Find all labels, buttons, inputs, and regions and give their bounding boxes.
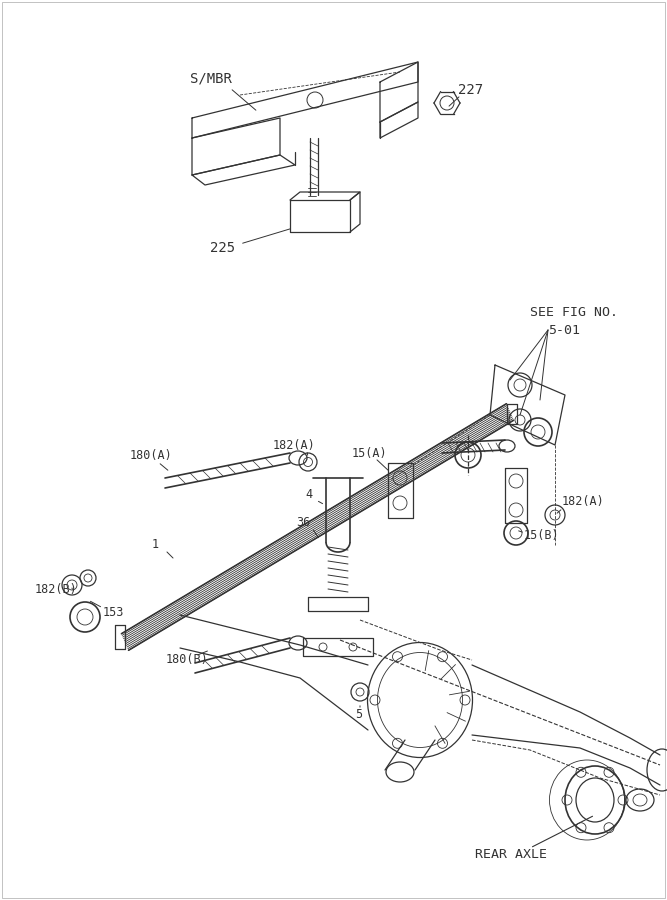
Text: 15(A): 15(A) (352, 446, 388, 460)
Text: 36: 36 (296, 516, 310, 528)
Text: 182(A): 182(A) (562, 496, 605, 508)
Text: 182(B): 182(B) (35, 583, 78, 597)
Text: REAR AXLE: REAR AXLE (475, 849, 547, 861)
Text: 225: 225 (210, 241, 235, 255)
Text: 153: 153 (103, 606, 124, 618)
Text: 182(A): 182(A) (273, 438, 315, 452)
Text: SEE FIG NO.: SEE FIG NO. (530, 305, 618, 319)
Text: 5-01: 5-01 (548, 323, 580, 337)
Text: 15(B): 15(B) (524, 528, 560, 542)
Text: S/MBR: S/MBR (190, 71, 232, 85)
Text: 227: 227 (458, 83, 483, 97)
Text: 4: 4 (305, 489, 312, 501)
Text: 180(B): 180(B) (166, 653, 209, 667)
Text: 1: 1 (152, 538, 159, 552)
Text: 180(A): 180(A) (130, 448, 173, 462)
Text: 5: 5 (355, 708, 362, 722)
